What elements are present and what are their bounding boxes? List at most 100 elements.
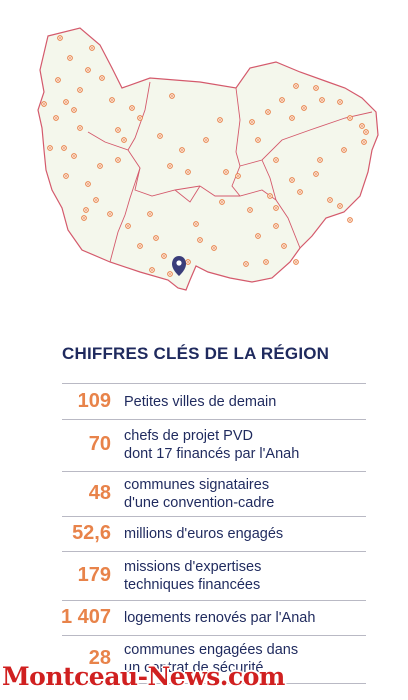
stat-label: missions d'expertises (124, 558, 262, 575)
circle-marker-dot (87, 183, 89, 185)
stat-value: 48 (88, 481, 111, 504)
circle-marker-dot (329, 199, 331, 201)
circle-marker-dot (275, 207, 277, 209)
stat-value: 1 407 (60, 605, 111, 628)
stat-label: d'une convention-cadre (124, 494, 275, 511)
circle-marker-dot (73, 109, 75, 111)
circle-marker-dot (169, 273, 171, 275)
circle-marker-dot (315, 173, 317, 175)
circle-marker-dot (267, 111, 269, 113)
stat-value: 70 (88, 433, 111, 455)
circle-marker-dot (349, 219, 351, 221)
divider (62, 635, 366, 636)
divider (62, 471, 366, 472)
circle-marker-dot (219, 119, 221, 121)
circle-marker-dot (281, 99, 283, 101)
circle-marker-dot (79, 127, 81, 129)
stat-label: Petites villes de demain (124, 393, 277, 410)
circle-marker-dot (363, 141, 365, 143)
circle-marker-dot (43, 103, 45, 105)
circle-marker-dot (275, 225, 277, 227)
location-pin-icon (172, 256, 186, 276)
circle-marker-dot (295, 85, 297, 87)
circle-marker-dot (87, 69, 89, 71)
circle-marker-dot (319, 159, 321, 161)
circle-marker-dot (339, 101, 341, 103)
circle-marker-dot (251, 121, 253, 123)
stat-label: dont 17 financés par l'Anah (124, 446, 300, 462)
circle-marker-dot (213, 247, 215, 249)
circle-marker-dot (291, 117, 293, 119)
circle-marker-dot (91, 47, 93, 49)
circle-marker-dot (295, 261, 297, 263)
circle-marker-dot (283, 245, 285, 247)
circle-marker-dot (187, 171, 189, 173)
stat-value: 28 (88, 647, 111, 669)
circle-marker-dot (49, 147, 51, 149)
circle-marker-dot (303, 107, 305, 109)
circle-marker-dot (149, 213, 151, 215)
divider (62, 600, 366, 601)
circle-marker-dot (269, 195, 271, 197)
circle-marker-dot (111, 99, 113, 101)
circle-marker-dot (163, 255, 165, 257)
circle-marker-dot (69, 57, 71, 59)
circle-marker-dot (85, 209, 87, 211)
circle-marker-dot (343, 149, 345, 151)
circle-marker-dot (205, 139, 207, 141)
circle-marker-dot (237, 175, 239, 177)
circle-marker-dot (245, 263, 247, 265)
circle-marker-dot (151, 269, 153, 271)
circle-marker-dot (299, 191, 301, 193)
circle-marker-dot (139, 245, 141, 247)
circle-marker-dot (171, 95, 173, 97)
circle-marker-dot (59, 37, 61, 39)
stat-label: communes engagées dans (124, 642, 299, 658)
circle-marker-dot (95, 199, 97, 201)
circle-marker-dot (57, 79, 59, 81)
stat-label: logements renovés par l'Anah (124, 609, 316, 626)
circle-marker-dot (159, 135, 161, 137)
circle-marker-dot (249, 209, 251, 211)
stat-label: millions d'euros engagés (124, 525, 284, 542)
circle-marker-dot (339, 205, 341, 207)
circle-marker-dot (291, 179, 293, 181)
stat-label: techniques financées (124, 576, 261, 593)
circle-marker-dot (321, 99, 323, 101)
circle-marker-dot (79, 89, 81, 91)
divider (62, 551, 366, 552)
circle-marker-dot (181, 149, 183, 151)
circle-marker-dot (315, 87, 317, 89)
region-map (37, 27, 379, 291)
region-outline (37, 27, 379, 291)
department-borders (87, 81, 373, 263)
circle-marker-dot (117, 159, 119, 161)
divider (62, 419, 366, 420)
stat-label: communes signataires (124, 476, 270, 493)
circle-marker-dot (225, 171, 227, 173)
circle-marker-dot (73, 155, 75, 157)
stat-value: 52,6 (72, 521, 111, 544)
divider (62, 383, 366, 384)
section-title: CHIFFRES CLÉS DE LA RÉGION (62, 344, 330, 363)
stat-value: 109 (77, 389, 111, 412)
divider (62, 516, 366, 517)
circle-marker-dot (131, 107, 133, 109)
circle-marker-dot (361, 125, 363, 127)
circle-marker-dot (101, 77, 103, 79)
circle-marker-dot (109, 213, 111, 215)
circle-marker-dot (257, 139, 259, 141)
circle-marker-dot (169, 165, 171, 167)
circle-marker-dot (275, 159, 277, 161)
circle-marker-dot (139, 117, 141, 119)
watermark: Montceau-News.com (2, 662, 285, 691)
circle-marker-dot (99, 165, 101, 167)
circle-marker-dot (195, 223, 197, 225)
pvd-markers (41, 35, 369, 277)
circle-marker-dot (55, 117, 57, 119)
circle-marker-dot (265, 261, 267, 263)
circle-marker-dot (221, 201, 223, 203)
circle-marker-dot (127, 225, 129, 227)
circle-marker-dot (199, 239, 201, 241)
circle-marker-dot (257, 235, 259, 237)
